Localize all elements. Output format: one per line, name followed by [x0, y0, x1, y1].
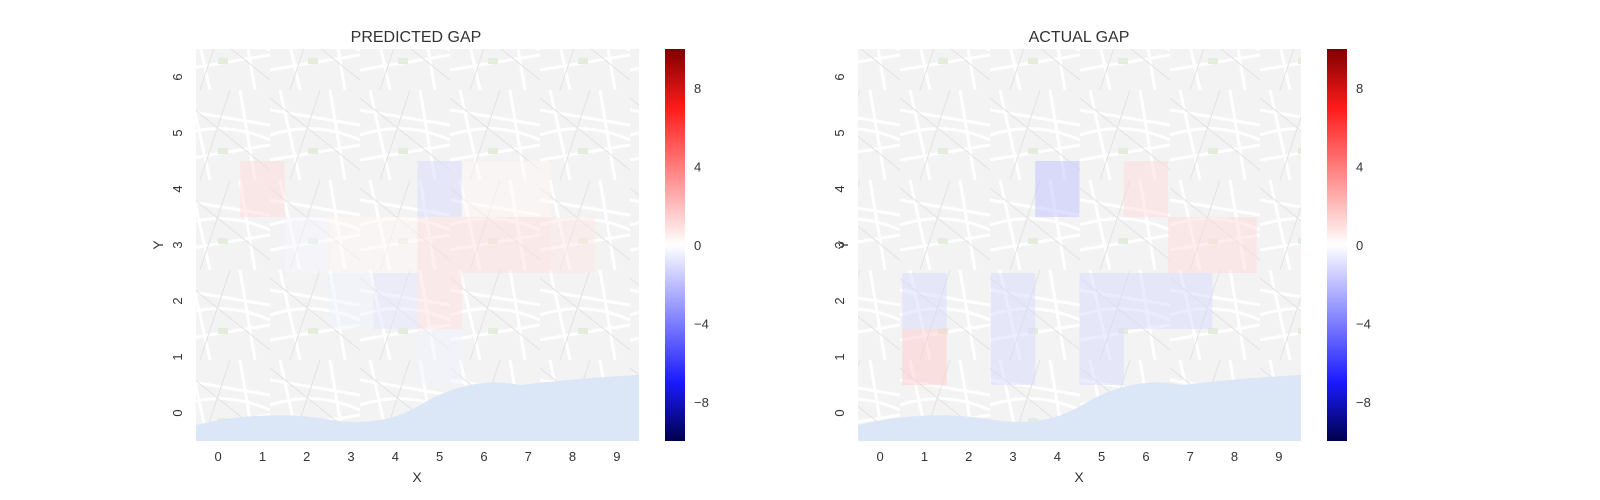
heatmap-cells — [902, 161, 1257, 385]
x-tick-labels: 0 1 2 3 4 5 6 7 8 9 — [877, 449, 1283, 464]
heatmap-cell — [461, 217, 507, 273]
colorbar-tick-label: −4 — [694, 316, 709, 331]
x-tick-label: 2 — [303, 449, 310, 464]
colorbar-tick-labels: 8 4 0 −4 −8 — [1356, 81, 1371, 410]
colorbar-tick-labels: 8 4 0 −4 −8 — [694, 81, 709, 410]
x-tick-label: 1 — [259, 449, 266, 464]
chart-title: PREDICTED GAP — [351, 29, 482, 46]
y-tick-label: 0 — [170, 409, 185, 416]
y-tick-label: 3 — [832, 241, 847, 248]
y-tick-label: 1 — [832, 353, 847, 360]
heatmap-cell — [1168, 273, 1213, 329]
heatmap-cell — [506, 217, 551, 273]
y-tick-label: 5 — [170, 129, 185, 136]
y-tick-label: 6 — [170, 73, 185, 80]
colorbar: 8 4 0 −4 −8 — [665, 49, 709, 441]
colorbar-tick-label: 4 — [694, 160, 701, 175]
y-tick-label: 6 — [832, 73, 847, 80]
x-tick-label: 5 — [1098, 449, 1105, 464]
colorbar-tick-label: 0 — [1356, 238, 1363, 253]
heatmap-cell — [1079, 273, 1124, 329]
heatmap-cell — [506, 161, 551, 217]
x-tick-label: 8 — [1231, 449, 1238, 464]
colorbar-tick-label: −8 — [1356, 395, 1371, 410]
heatmap-cell — [1035, 161, 1080, 217]
y-tick-label: 2 — [170, 297, 185, 304]
heatmap-cell — [990, 329, 1036, 385]
heatmap-cell — [550, 217, 595, 273]
chart-title: ACTUAL GAP — [1029, 29, 1130, 46]
x-tick-label: 3 — [1009, 449, 1016, 464]
x-tick-label: 6 — [1142, 449, 1149, 464]
x-axis-label: X — [412, 469, 422, 485]
colorbar: 8 4 0 −4 −8 — [1327, 49, 1371, 441]
heatmap-cell — [373, 217, 418, 273]
x-tick-label: 3 — [347, 449, 354, 464]
y-tick-label: 2 — [832, 297, 847, 304]
x-tick-label: 7 — [1187, 449, 1194, 464]
heatmap-cell — [1212, 217, 1257, 273]
x-tick-label: 1 — [921, 449, 928, 464]
colorbar-tick-label: 4 — [1356, 160, 1363, 175]
x-axis-label: X — [1074, 469, 1084, 485]
x-tick-label: 9 — [613, 449, 620, 464]
heatmap-cell — [417, 161, 462, 217]
x-tick-label: 6 — [480, 449, 487, 464]
x-tick-label: 9 — [1275, 449, 1282, 464]
colorbar-tick-label: −4 — [1356, 316, 1371, 331]
heatmap-cell — [902, 273, 947, 329]
y-tick-label: 3 — [170, 241, 185, 248]
heatmap-cell — [1079, 329, 1124, 385]
heatmap-cell — [461, 161, 507, 217]
x-tick-labels: 0 1 2 3 4 5 6 7 8 9 — [215, 449, 621, 464]
heatmap-cell — [240, 161, 285, 217]
x-tick-label: 4 — [392, 449, 399, 464]
y-axis-label: Y — [150, 240, 166, 250]
x-tick-label: 7 — [525, 449, 532, 464]
y-tick-label: 4 — [170, 185, 185, 192]
heatmap-cell — [417, 273, 462, 329]
x-tick-label: 5 — [436, 449, 443, 464]
heatmap-cell — [373, 273, 418, 329]
y-tick-labels: 0 1 2 3 4 5 6 — [832, 73, 847, 416]
heatmap-cell — [328, 217, 374, 273]
x-tick-label: 8 — [569, 449, 576, 464]
y-tick-label: 1 — [170, 353, 185, 360]
y-tick-label: 5 — [832, 129, 847, 136]
heatmap-cell — [1123, 273, 1169, 329]
heatmap-cell — [417, 329, 462, 385]
y-tick-label: 4 — [832, 185, 847, 192]
colorbar-gradient — [665, 49, 685, 441]
y-tick-label: 0 — [832, 409, 847, 416]
y-axis-label: Y — [835, 240, 851, 250]
heatmap-cell — [417, 217, 462, 273]
x-tick-label: 2 — [965, 449, 972, 464]
actual-gap-panel: ACTUAL GAP 0 1 2 3 4 5 6 7 8 9 0 1 2 3 4 5 6 X Y 8 4 0 −4 −… — [832, 29, 1371, 485]
heatmap-cells — [240, 161, 595, 385]
x-tick-label: 0 — [215, 449, 222, 464]
heatmap-cell — [328, 273, 374, 329]
heatmap-cell — [284, 217, 329, 273]
heatmap-cell — [1168, 217, 1213, 273]
x-tick-label: 4 — [1054, 449, 1061, 464]
x-tick-label: 0 — [877, 449, 884, 464]
colorbar-gradient — [1327, 49, 1347, 441]
heatmap-cell — [1123, 161, 1169, 217]
heatmap-cell — [902, 329, 947, 385]
y-tick-labels: 0 1 2 3 4 5 6 — [170, 73, 185, 416]
colorbar-tick-label: 0 — [694, 238, 701, 253]
colorbar-tick-label: 8 — [1356, 81, 1363, 96]
colorbar-tick-label: −8 — [694, 395, 709, 410]
colorbar-tick-label: 8 — [694, 81, 701, 96]
heatmap-cell — [990, 273, 1036, 329]
